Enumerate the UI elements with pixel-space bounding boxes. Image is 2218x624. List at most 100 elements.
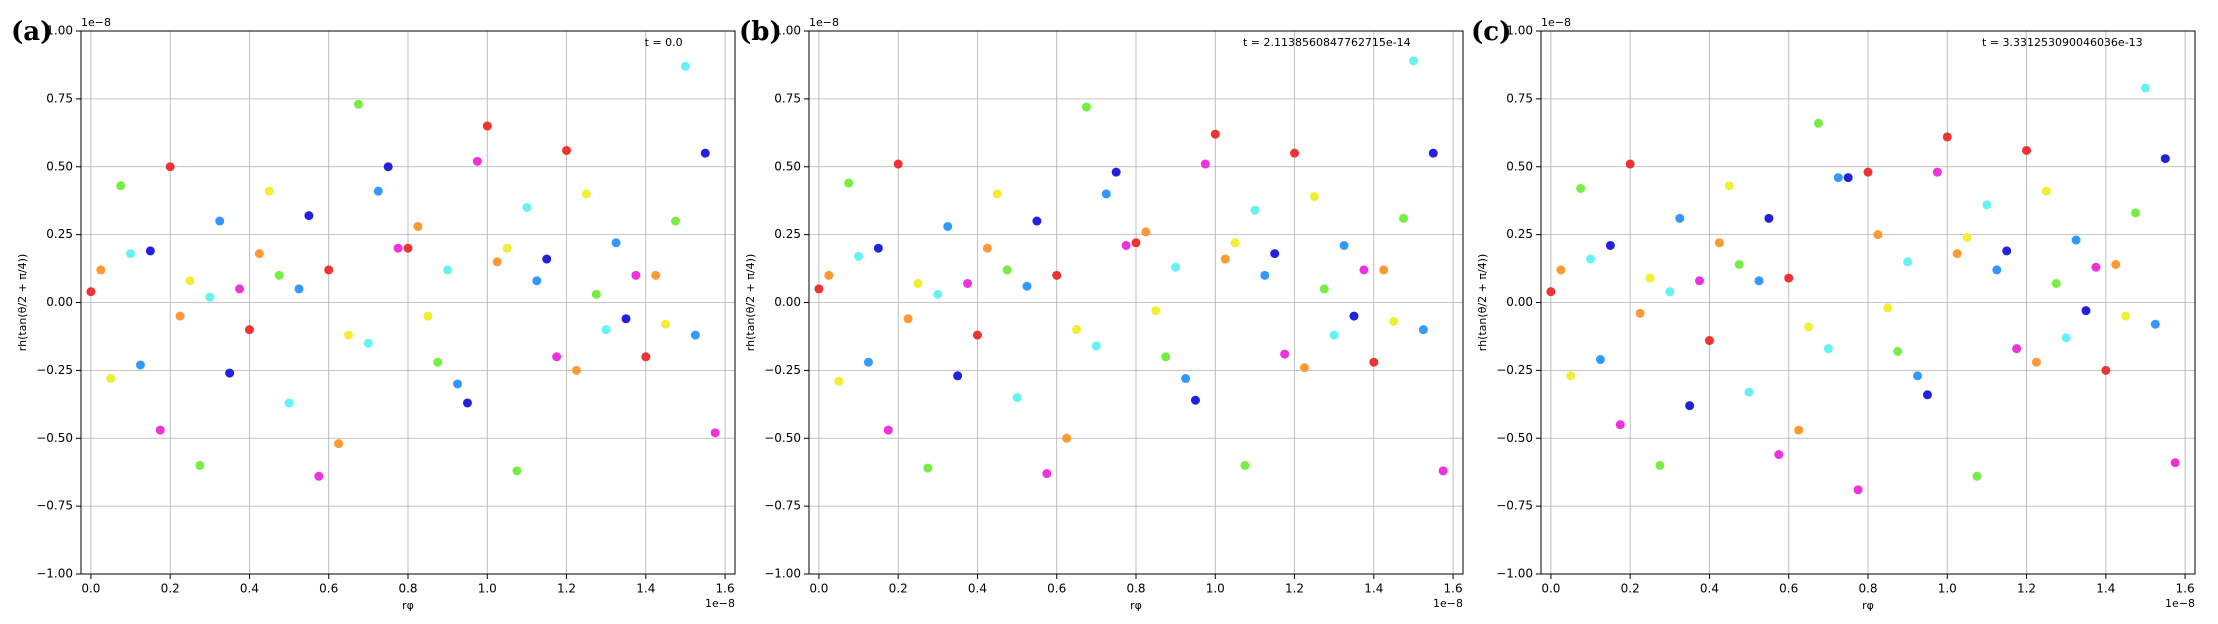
point <box>1319 284 1329 294</box>
point <box>893 159 903 169</box>
point <box>353 99 363 109</box>
point <box>933 289 943 299</box>
x-tick-label: 0.2 <box>889 582 908 596</box>
point <box>631 270 641 280</box>
y-offset: 1e−8 <box>81 16 111 29</box>
point <box>963 278 973 288</box>
point <box>1566 371 1576 381</box>
point <box>1062 433 1072 443</box>
point <box>1546 287 1556 297</box>
point <box>1220 254 1230 264</box>
point <box>2022 145 2032 155</box>
y-tick-label: 0.00 <box>46 295 73 309</box>
point <box>1349 311 1359 321</box>
point <box>972 330 982 340</box>
point <box>1240 460 1250 470</box>
x-tick-label: 1.4 <box>636 582 655 596</box>
point <box>1695 276 1705 286</box>
point <box>1655 460 1665 470</box>
point <box>2081 306 2091 316</box>
point <box>1942 132 1952 142</box>
point <box>472 156 482 166</box>
point <box>1250 205 1260 215</box>
x-tick-label: 1.2 <box>1285 582 1304 596</box>
point <box>2121 311 2131 321</box>
point <box>1270 249 1280 259</box>
point <box>700 148 710 158</box>
x-tick-label: 0.0 <box>809 582 828 596</box>
point <box>1329 330 1339 340</box>
point <box>1576 183 1586 193</box>
point <box>1042 469 1052 479</box>
x-tick-label: 1.6 <box>1444 582 1463 596</box>
point <box>2091 262 2101 272</box>
y-tick-label: −1.00 <box>1496 567 1533 581</box>
point <box>1389 317 1399 327</box>
point <box>1972 471 1982 481</box>
x-tick-label: 0.8 <box>1126 582 1145 596</box>
point <box>96 265 106 275</box>
point <box>1131 238 1141 248</box>
point <box>834 376 844 386</box>
point <box>403 243 413 253</box>
point <box>552 352 562 362</box>
point <box>244 325 254 335</box>
point <box>641 352 651 362</box>
y-tick-label: 0.50 <box>46 159 73 173</box>
point <box>294 284 304 294</box>
point <box>671 216 681 226</box>
point <box>1012 393 1022 403</box>
point <box>1774 450 1784 460</box>
point <box>591 289 601 299</box>
y-tick-label: −0.25 <box>764 363 801 377</box>
point <box>522 202 532 212</box>
point <box>1754 276 1764 286</box>
x-tick-label: 0.4 <box>968 582 987 596</box>
x-axis-label: rφ <box>1862 599 1874 612</box>
point <box>814 284 824 294</box>
x-tick-label: 1.4 <box>1364 582 1383 596</box>
point <box>1913 371 1923 381</box>
point <box>1764 213 1774 223</box>
point <box>2051 278 2061 288</box>
point <box>581 189 591 199</box>
point <box>1121 240 1131 250</box>
point <box>1645 273 1655 283</box>
point <box>1893 346 1903 356</box>
x-tick-label: 0.6 <box>1047 582 1066 596</box>
point <box>1704 336 1714 346</box>
panel-label: (a) <box>11 17 52 47</box>
point <box>1833 173 1843 183</box>
point <box>304 211 314 221</box>
point <box>903 314 913 324</box>
point <box>2012 344 2022 354</box>
y-tick-label: −0.50 <box>1496 431 1533 445</box>
x-tick-label: 0.2 <box>1621 582 1640 596</box>
x-tick-label: 1.0 <box>478 582 497 596</box>
point <box>601 325 611 335</box>
point <box>1379 265 1389 275</box>
point <box>1171 262 1181 272</box>
x-axis-label: rφ <box>402 599 414 612</box>
point <box>532 276 542 286</box>
point <box>2041 186 2051 196</box>
point <box>373 186 383 196</box>
point <box>1111 167 1121 177</box>
point <box>873 243 883 253</box>
point <box>165 162 175 172</box>
point <box>264 186 274 196</box>
point <box>1230 238 1240 248</box>
point <box>274 270 284 280</box>
point <box>661 319 671 329</box>
point <box>344 330 354 340</box>
y-tick-label: 0.25 <box>774 227 801 241</box>
point <box>1299 363 1309 373</box>
point <box>1843 173 1853 183</box>
point <box>1101 189 1111 199</box>
y-tick-label: 0.25 <box>1506 227 1533 241</box>
point <box>2002 246 2012 256</box>
point <box>1813 118 1823 128</box>
point <box>844 178 854 188</box>
point <box>1290 148 1300 158</box>
point <box>1903 257 1913 267</box>
